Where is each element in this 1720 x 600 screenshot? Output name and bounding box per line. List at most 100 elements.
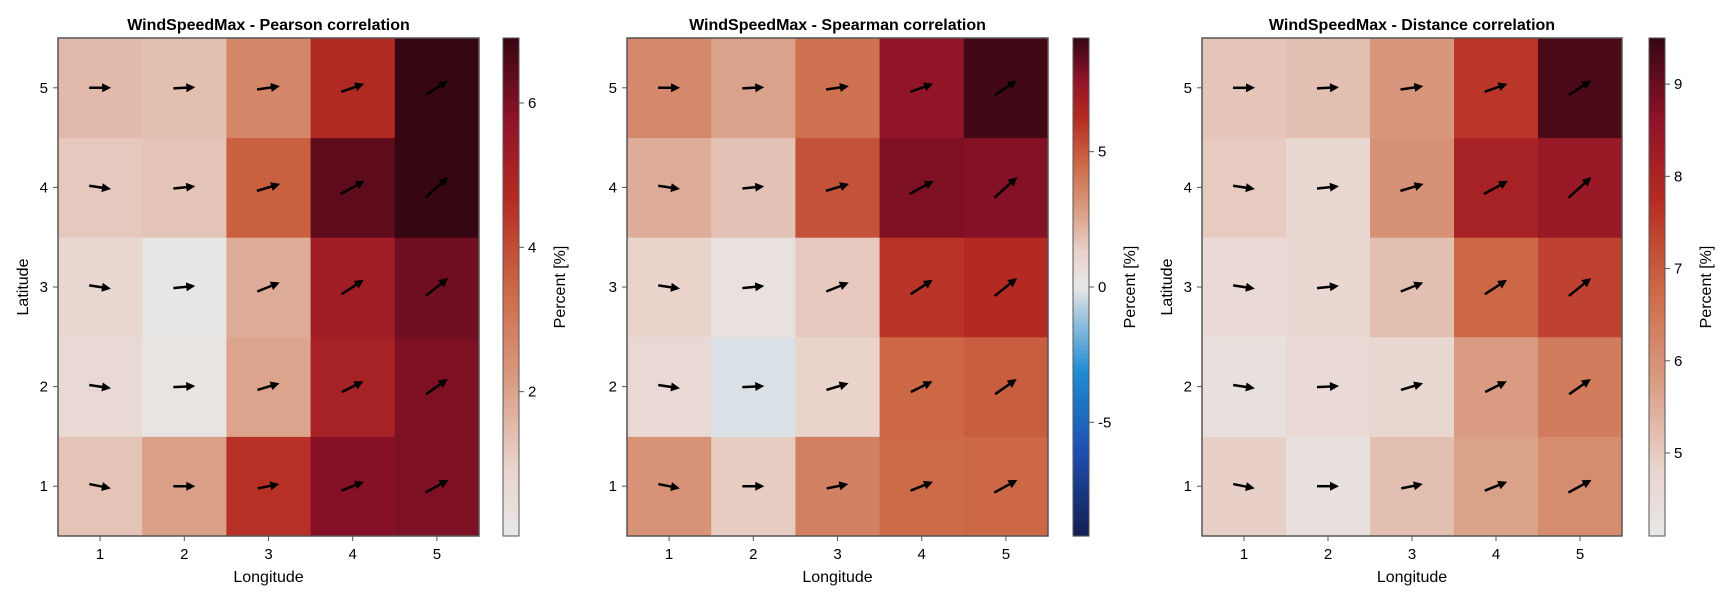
colorbar-segment [1073, 237, 1089, 242]
colorbar-segment [503, 303, 519, 309]
wind-arrow-head [755, 382, 765, 391]
colorbar-segment [1073, 299, 1089, 305]
colorbar-segment [1073, 166, 1089, 172]
chart-title: WindSpeedMax - Pearson correlation [127, 17, 410, 34]
wind-arrow-shaft [256, 184, 275, 193]
colorbar-segment [1073, 158, 1089, 164]
wind-arrow-head [1245, 282, 1255, 292]
wind-arrow-head [438, 278, 449, 288]
colorbar-segment [1649, 87, 1665, 93]
colorbar-segment [1073, 378, 1089, 384]
wind-arrow-head [755, 481, 765, 491]
colorbar-tick-label: 5 [1098, 144, 1106, 161]
colorbar-segment [1073, 394, 1089, 400]
wind-arrow-head [923, 82, 934, 92]
colorbar-segment [1649, 502, 1665, 508]
wind-arrow-head [1413, 182, 1424, 191]
colorbar-segment [503, 423, 519, 429]
colorbar-segment [503, 38, 519, 43]
colorbar-segment [1073, 195, 1089, 201]
colorbar-segment [503, 403, 519, 408]
colorbar-segment [503, 154, 519, 159]
colorbar-segment [1073, 270, 1089, 276]
colorbar-segment [503, 245, 519, 251]
wind-arrow-head [1413, 381, 1424, 391]
colorbar-segment [503, 291, 519, 296]
wind-arrow-shaft [424, 481, 444, 494]
colorbar-frame [502, 37, 520, 537]
colorbar-segment [1649, 291, 1665, 296]
colorbar-segment [1649, 353, 1665, 359]
wind-arrow-shaft [994, 82, 1013, 97]
colorbar-segment [1649, 394, 1665, 400]
wind-arrow-shaft [1400, 283, 1419, 293]
colorbar-tick-label: 6 [1674, 353, 1682, 370]
colorbar-segment [1073, 457, 1089, 462]
wind-arrow-head [1413, 481, 1423, 491]
colorbar-segment [1073, 303, 1089, 309]
colorbar-segment [1649, 407, 1665, 413]
colorbar-segment [1073, 345, 1089, 350]
colorbar-segment [1073, 54, 1089, 60]
colorbar-segment [503, 374, 519, 379]
wind-arrow-head [1497, 180, 1509, 190]
colorbar-segment [1649, 129, 1665, 135]
x-tick-label: 1 [665, 546, 673, 563]
colorbar-segment [1649, 179, 1665, 184]
colorbar-segment [1649, 249, 1665, 255]
wind-arrow-shaft [425, 82, 444, 97]
colorbar-segment [503, 311, 519, 317]
colorbar-segment [503, 448, 519, 454]
colorbar-segment [1073, 145, 1089, 151]
wind-arrow-head [186, 481, 196, 491]
colorbar-segment [503, 100, 519, 105]
colorbar-segment [1649, 340, 1665, 346]
colorbar-segment [503, 511, 519, 516]
wind-arrow-head [1007, 177, 1018, 187]
colorbar-segment [1649, 58, 1665, 64]
wind-arrow-head [1329, 382, 1339, 391]
colorbar-segment [1649, 183, 1665, 188]
colorbar-segment [1649, 469, 1665, 475]
colorbar-segment [1649, 328, 1665, 334]
colorbar-segment [1649, 399, 1665, 404]
colorbar-segment [1073, 62, 1089, 68]
colorbar-segment [503, 436, 519, 442]
colorbar-segment [503, 390, 519, 396]
colorbar-segment [503, 316, 519, 321]
colorbar-segment [503, 336, 519, 342]
colorbar-segment [503, 199, 519, 205]
chart-panel-1: WindSpeedMax - Pearson correlation 1 2 3 4 5 1… [15, 17, 569, 586]
colorbar-segment [503, 108, 519, 114]
colorbar-segment [1649, 299, 1665, 305]
colorbar-segment [1649, 378, 1665, 384]
wind-arrow-head [1581, 177, 1592, 187]
colorbar-segment [503, 179, 519, 184]
colorbar-segment [1073, 133, 1089, 139]
colorbar-segment [503, 477, 519, 483]
colorbar-segment [1073, 46, 1089, 52]
colorbar-segment [1649, 216, 1665, 222]
colorbar-segment [1649, 220, 1665, 226]
colorbar-tick-label: 7 [1674, 261, 1682, 278]
colorbar-segment [1073, 208, 1089, 213]
colorbar-segment [503, 42, 519, 47]
wind-arrow-head [755, 83, 765, 93]
colorbar-segment [1649, 498, 1665, 504]
colorbar-segment [1073, 212, 1089, 218]
x-tick-label: 5 [1576, 546, 1584, 563]
wind-arrow-shaft [909, 282, 929, 296]
colorbar-segment [1073, 465, 1089, 471]
colorbar-segment [503, 233, 519, 238]
wind-arrow-shaft [256, 283, 275, 293]
colorbar-segment [503, 419, 519, 425]
colorbar-segment [503, 299, 519, 305]
wind-arrow-head [185, 182, 196, 192]
y-axis-label: Latitude [1159, 258, 1176, 315]
colorbar-segment [1073, 390, 1089, 396]
colorbar-segment [503, 220, 519, 226]
colorbar-segment [1649, 83, 1665, 89]
colorbar-segment [1649, 345, 1665, 350]
wind-arrow-head [437, 80, 448, 90]
